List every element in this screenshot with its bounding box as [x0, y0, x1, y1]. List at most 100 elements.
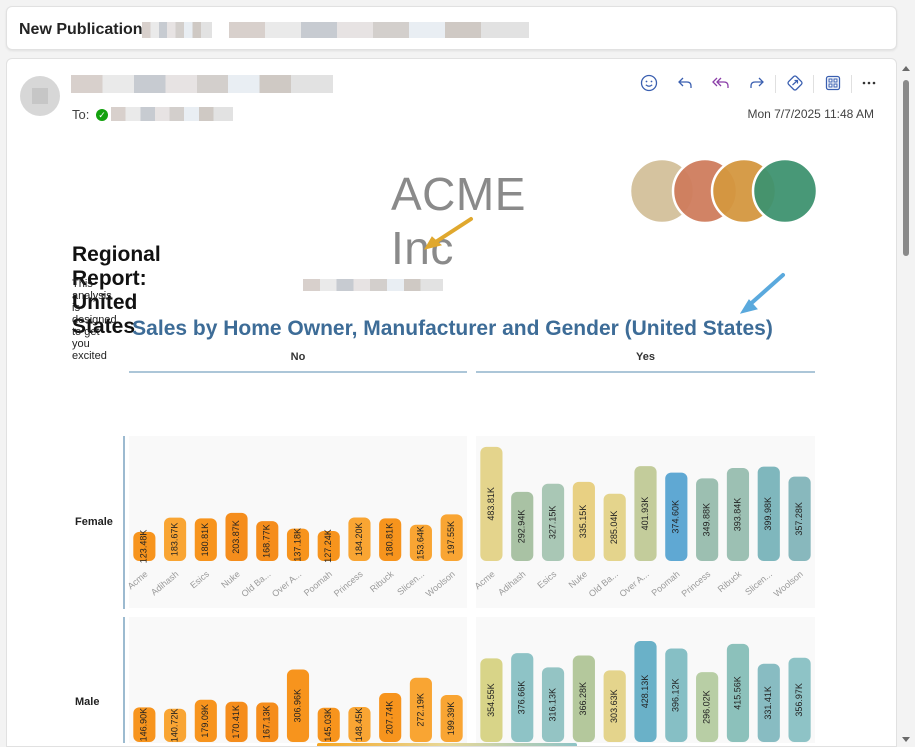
bar [480, 446, 503, 561]
subject-redacted [142, 22, 212, 38]
smiley-icon[interactable] [637, 71, 661, 95]
avatar [20, 76, 60, 116]
bar [379, 692, 402, 742]
bar [256, 521, 279, 561]
bar-value-label: 296.02K [702, 690, 712, 724]
bar-value-label: 483.81K [486, 487, 496, 521]
bar-value-label: 399.98K [763, 497, 773, 531]
bar-value-label: 349.88K [702, 503, 712, 537]
bar [317, 530, 340, 561]
scroll-down-arrow[interactable] [902, 737, 910, 742]
facet-header-yes: Yes [636, 351, 655, 363]
bar [696, 478, 719, 561]
bar [788, 657, 811, 742]
bar-value-label: 331.41K [763, 686, 773, 720]
arrow-annotation-1 [423, 217, 473, 250]
bar-value-label: 272.19K [415, 693, 425, 727]
bar [348, 517, 371, 561]
bar [757, 466, 780, 561]
bar [511, 653, 534, 742]
timestamp: Mon 7/7/2025 11:48 AM [747, 107, 874, 121]
bar-value-label: 145.03K [323, 708, 333, 742]
bar-value-label: 335.15K [578, 505, 588, 539]
facet-row-female: Female [75, 516, 113, 528]
share-icon[interactable] [783, 71, 807, 95]
bar-value-label: 285.04K [609, 511, 619, 545]
bar [317, 707, 340, 742]
bar [379, 518, 402, 561]
bar-value-label: 374.60K [671, 500, 681, 534]
bar-value-label: 366.28K [578, 682, 588, 716]
bar [440, 694, 463, 742]
bar [511, 491, 534, 561]
bar [665, 648, 688, 742]
sender-redacted [71, 75, 333, 93]
bar [788, 476, 811, 561]
bar-value-label: 376.66K [517, 681, 527, 715]
bar-value-label: 184.20K [354, 522, 364, 556]
bar [133, 707, 156, 742]
bar-value-label: 127.24K [323, 529, 333, 563]
bar [440, 514, 463, 561]
forward-icon[interactable] [745, 71, 769, 95]
bar-value-label: 180.81K [385, 523, 395, 557]
bar [603, 493, 626, 561]
scroll-up-arrow[interactable] [902, 66, 910, 71]
facet-header-no: No [291, 351, 306, 363]
bar-value-label: 148.45K [354, 708, 364, 742]
bar-value-label: 393.84K [732, 498, 742, 532]
bar [726, 643, 750, 742]
bar-value-label: 168.77K [262, 524, 272, 558]
bar-value-label: 327.15K [547, 506, 557, 540]
bar-value-label: 170.41K [231, 705, 241, 739]
bar-value-label: 123.48K [139, 530, 149, 564]
bar-value-label: 179.09K [200, 704, 210, 738]
bar [634, 640, 657, 742]
bar-value-label: 396.12K [671, 678, 681, 712]
bar-value-label: 415.56K [732, 676, 742, 710]
bar [541, 483, 565, 561]
bar [572, 481, 595, 561]
bar [164, 708, 187, 742]
bar [194, 518, 217, 561]
bar-value-label: 207.74K [385, 701, 395, 735]
bar [133, 531, 156, 561]
reply-icon[interactable] [673, 71, 697, 95]
bar-value-label: 197.55K [446, 521, 456, 555]
reply-all-icon[interactable] [709, 71, 733, 95]
report-title: Regional Report: United States [72, 243, 161, 338]
bar [757, 663, 780, 742]
bar-value-label: 153.64K [415, 526, 425, 560]
bar [194, 699, 217, 742]
bar [665, 472, 688, 561]
bar [286, 669, 310, 742]
scrollbar-thumb[interactable] [903, 80, 909, 256]
bar-value-label: 354.55K [486, 683, 496, 717]
bar-value-label: 146.90K [139, 708, 149, 742]
bar [480, 658, 503, 742]
bar-value-label: 428.13K [640, 675, 650, 709]
bar [409, 677, 432, 742]
bar [541, 667, 565, 742]
bar [572, 655, 595, 742]
subject-bar: New Publication: [6, 6, 897, 50]
logo-text: ACME Inc [391, 168, 526, 274]
bar-value-label: 306.96K [292, 689, 302, 723]
next-chart-strip [317, 743, 577, 746]
bar [348, 706, 371, 742]
bar-value-label: 180.81K [200, 523, 210, 557]
description-redacted [303, 279, 443, 291]
message-pane: To: ✓ Mon 7/7/2025 11:48 AM ACME Inc [6, 58, 897, 747]
bar-value-label: 316.13K [547, 688, 557, 722]
to-label: To: [72, 107, 90, 122]
sales-chart: No YesFemaleMale123.48KAcme183.67KAdihash… [75, 351, 815, 743]
arrow-annotation-2 [739, 273, 785, 314]
recipient-redacted [111, 107, 233, 121]
bar [225, 512, 248, 561]
bar [726, 468, 750, 561]
bar-value-label: 183.67K [169, 523, 179, 557]
report-description: This analysis is designed to get you exc… [72, 278, 117, 362]
bar [286, 528, 310, 561]
apps-icon[interactable] [821, 71, 845, 95]
more-icon[interactable] [857, 71, 881, 95]
